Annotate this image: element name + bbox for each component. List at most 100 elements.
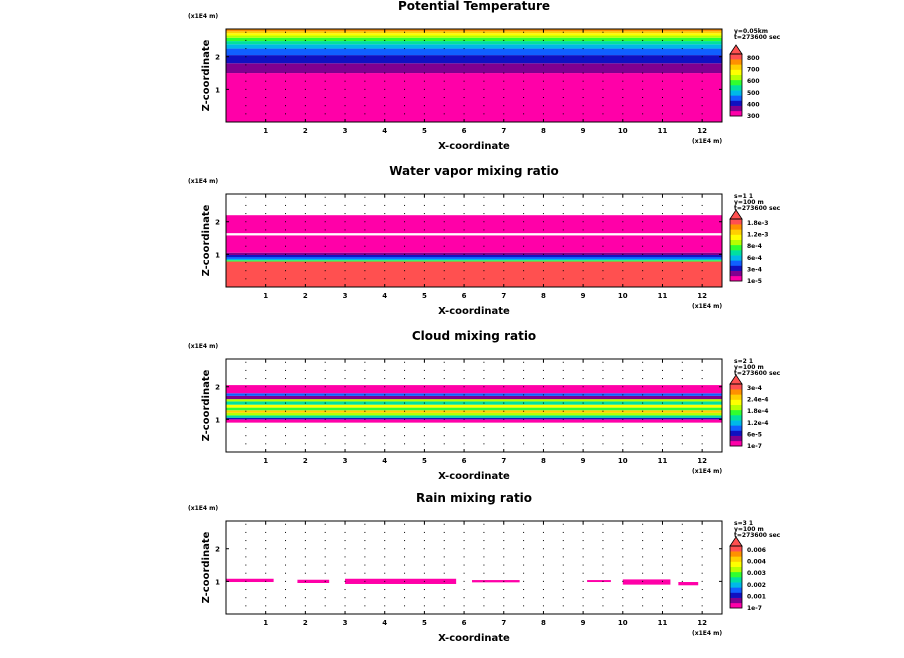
grid-dot <box>602 80 604 82</box>
grid-dot <box>661 113 663 115</box>
grid-dot <box>463 31 465 33</box>
grid-dot <box>285 229 287 231</box>
colorbar-label: 2.4e-4 <box>747 397 768 404</box>
grid-dot <box>384 402 386 404</box>
x-tick-label: 7 <box>501 292 506 300</box>
grid-dot <box>523 221 525 223</box>
grid-dot <box>423 540 425 542</box>
info-line: y=100 m <box>734 526 764 533</box>
grid-dot <box>661 402 663 404</box>
grid-dot <box>404 113 406 115</box>
grid-dot <box>245 394 247 396</box>
grid-dot <box>582 97 584 99</box>
grid-dot <box>582 39 584 41</box>
colorbar-swatch <box>730 100 742 106</box>
grid-dot <box>602 540 604 542</box>
grid-dot <box>344 556 346 558</box>
colorbar-swatch <box>730 275 742 282</box>
grid-dot <box>582 394 584 396</box>
grid-dot <box>701 369 703 371</box>
grid-dot <box>443 427 445 429</box>
grid-dot <box>265 213 267 215</box>
grid-dot <box>562 580 564 582</box>
contour-band <box>226 412 722 416</box>
grid-dot <box>265 80 267 82</box>
colorbar-swatch <box>730 394 742 400</box>
grid-dot <box>523 48 525 50</box>
grid-dot <box>443 278 445 280</box>
grid-dot <box>245 237 247 239</box>
grid-dot <box>562 105 564 107</box>
grid-dot <box>463 64 465 66</box>
grid-dot <box>483 580 485 582</box>
grid-dot <box>304 39 306 41</box>
colorbar-swatch <box>730 90 742 96</box>
grid-dot <box>523 531 525 533</box>
grid-dot <box>384 237 386 239</box>
grid-dot <box>404 369 406 371</box>
contour-band <box>226 404 722 408</box>
grid-dot <box>661 435 663 437</box>
grid-dot <box>661 597 663 599</box>
grid-dot <box>324 531 326 533</box>
colorbar-label: 500 <box>747 90 760 97</box>
grid-dot <box>602 88 604 90</box>
colorbar-swatch <box>730 105 742 112</box>
grid-dot <box>304 597 306 599</box>
grid-dot <box>304 237 306 239</box>
grid-dot <box>642 556 644 558</box>
grid-dot <box>285 88 287 90</box>
grid-dot <box>463 72 465 74</box>
colorbar-swatch <box>730 404 742 411</box>
grid-dot <box>384 245 386 247</box>
chart-title: Potential Temperature <box>398 0 550 13</box>
chart-panel-4: Rain mixing ratio(x1E4 m)1 2 3 4 5 6 7 8 9 10 11 12… <box>188 491 781 644</box>
grid-dot <box>523 72 525 74</box>
x-axis-label: X-coordinate <box>438 306 510 317</box>
grid-dot <box>404 262 406 264</box>
colorbar-swatch <box>730 69 742 75</box>
x-tick-label: 2 <box>303 127 308 135</box>
grid-dot <box>503 31 505 33</box>
grid-dot <box>483 548 485 550</box>
grid-dot <box>602 213 604 215</box>
grid-dot <box>364 31 366 33</box>
grid-dot <box>344 564 346 566</box>
grid-dot <box>661 270 663 272</box>
grid-dot <box>304 48 306 50</box>
grid-dot <box>245 589 247 591</box>
grid-dot <box>681 48 683 50</box>
grid-dot <box>602 394 604 396</box>
grid-dot <box>503 589 505 591</box>
x-tick-label: 9 <box>581 292 586 300</box>
grid-dot <box>503 245 505 247</box>
grid-dot <box>542 540 544 542</box>
grid-dot <box>483 435 485 437</box>
grid-dot <box>384 113 386 115</box>
grid-dot <box>443 221 445 223</box>
grid-dot <box>285 443 287 445</box>
grid-dot <box>265 97 267 99</box>
grid-dot <box>562 253 564 255</box>
grid-dots <box>245 196 703 280</box>
grid-dot <box>582 221 584 223</box>
info-line: t=273600 sec <box>734 205 781 212</box>
grid-dot <box>542 556 544 558</box>
grid-dot <box>265 435 267 437</box>
grid-dot <box>404 48 406 50</box>
grid-dot <box>642 262 644 264</box>
grid-dot <box>423 262 425 264</box>
grid-dot <box>542 369 544 371</box>
grid-dot <box>285 548 287 550</box>
contour-band <box>226 215 722 234</box>
grid-dot <box>285 418 287 420</box>
colorbar-swatch <box>730 582 742 588</box>
x-tick-label: 1 <box>263 127 268 135</box>
colorbar-swatch <box>730 85 742 91</box>
grid-dot <box>265 531 267 533</box>
grid-dot <box>622 564 624 566</box>
grid-dot <box>602 597 604 599</box>
colorbar-swatch <box>730 255 742 261</box>
grid-dot <box>503 572 505 574</box>
x-tick-label: 9 <box>581 457 586 465</box>
